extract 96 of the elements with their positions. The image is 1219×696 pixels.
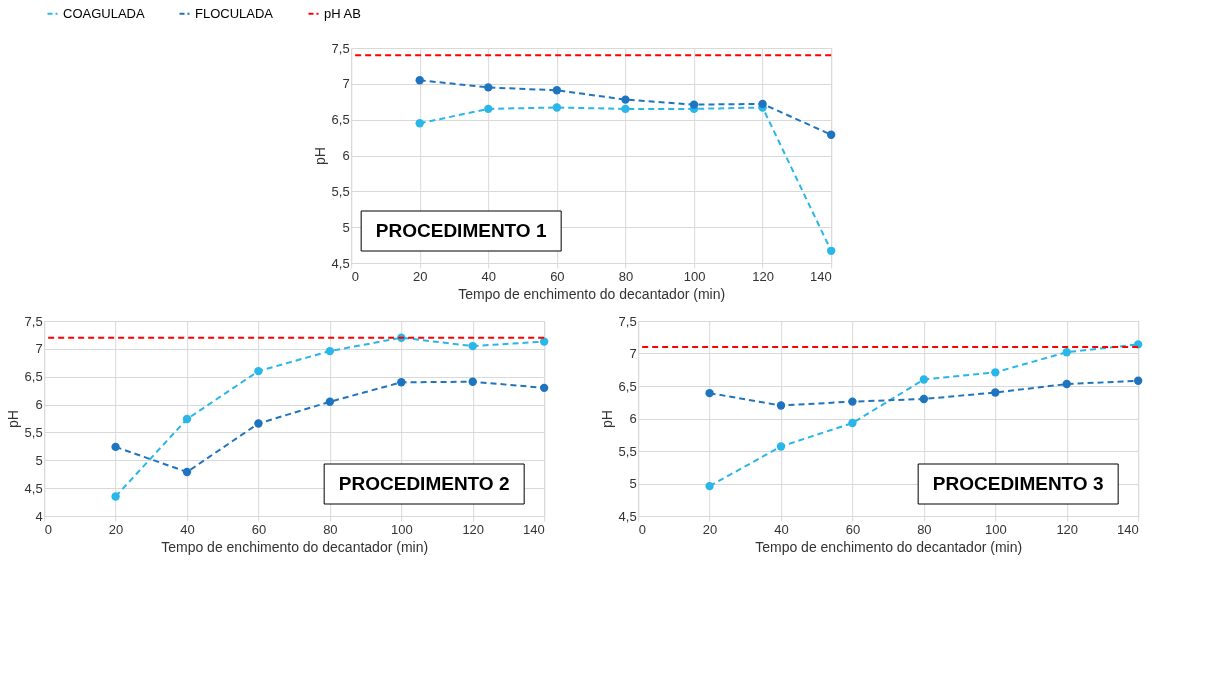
point [415, 76, 424, 85]
point [539, 337, 549, 346]
point [254, 419, 263, 428]
x-tick-label: 20 [702, 521, 718, 537]
x-tick-label: 60 [845, 521, 861, 537]
x-tick-label: 40 [180, 521, 195, 537]
point [705, 481, 714, 491]
annotation: PROCEDIMENTO 1 [375, 220, 547, 241]
point [848, 418, 857, 428]
x-tick-label: 60 [550, 268, 565, 284]
point [111, 442, 120, 452]
legend-label: pH AB [324, 5, 361, 21]
y-tick-label: 6 [35, 397, 43, 413]
y-tick-label: 4 [35, 508, 43, 524]
y-tick-label: 7,5 [331, 40, 350, 56]
point [1133, 376, 1143, 385]
annotation: PROCEDIMENTO 3 [932, 473, 1104, 494]
point [991, 368, 1000, 377]
point [919, 394, 929, 404]
y-axis-title: pH [4, 410, 21, 428]
x-axis-title: Tempo de enchimento do decantador (min) [755, 538, 1023, 555]
y-tick-label: 7,5 [618, 313, 637, 329]
x-tick-label: 120 [1056, 521, 1079, 537]
point [776, 442, 786, 451]
point [826, 246, 836, 255]
y-tick-label: 4,5 [24, 480, 43, 496]
x-tick-label: 0 [351, 268, 359, 284]
x-tick-label: 80 [323, 521, 338, 537]
x-tick-label: 80 [618, 268, 634, 284]
point [468, 341, 477, 351]
annotation: PROCEDIMENTO 2 [338, 473, 510, 494]
y-tick-label: 5,5 [24, 424, 43, 440]
y-tick-label: 6,5 [331, 112, 350, 128]
point [991, 388, 1000, 397]
y-tick-label: 6,5 [618, 378, 637, 394]
y-axis-title: pH [311, 147, 328, 165]
x-axis-title: Tempo de enchimento do decantador (min) [161, 538, 429, 555]
x-tick-label: 140 [809, 268, 832, 284]
y-tick-label: 7 [35, 341, 43, 357]
x-tick-label: 60 [251, 521, 267, 537]
x-tick-label: 20 [413, 268, 428, 284]
y-tick-label: 7 [342, 76, 350, 92]
point [776, 401, 786, 410]
point [826, 130, 836, 139]
point [621, 95, 630, 104]
y-tick-label: 5 [342, 219, 350, 235]
x-tick-label: 0 [638, 521, 646, 537]
point [254, 366, 263, 376]
point [182, 467, 192, 477]
point [539, 383, 549, 393]
point [468, 377, 477, 386]
point [848, 397, 857, 406]
y-axis-title: pH [598, 410, 615, 428]
x-tick-label: 40 [774, 521, 789, 537]
x-axis-title: Tempo de enchimento do decantador (min) [458, 285, 726, 302]
x-tick-label: 120 [752, 268, 774, 284]
point [325, 397, 335, 406]
point [415, 119, 424, 128]
x-tick-label: 120 [462, 521, 485, 537]
x-tick-label: 100 [390, 521, 413, 537]
y-tick-label: 7,5 [24, 313, 43, 329]
x-tick-label: 140 [522, 521, 545, 537]
y-tick-label: 4,5 [331, 255, 350, 271]
point [758, 99, 767, 109]
x-tick-label: 80 [917, 521, 932, 537]
point [182, 414, 192, 424]
point [552, 103, 562, 112]
y-tick-label: 5,5 [331, 183, 350, 199]
point [325, 346, 335, 356]
point [397, 378, 406, 387]
y-tick-label: 6 [342, 148, 350, 163]
x-tick-label: 0 [44, 521, 52, 537]
y-tick-label: 7 [629, 346, 637, 361]
legend-label: COAGULADA [63, 5, 145, 21]
point [705, 388, 714, 398]
y-tick-label: 5 [629, 476, 637, 491]
x-tick-label: 140 [1116, 521, 1139, 537]
y-tick-label: 4,5 [618, 508, 637, 524]
y-tick-label: 6,5 [24, 369, 43, 385]
point [689, 100, 699, 109]
point [111, 492, 120, 501]
point [919, 375, 929, 384]
point [552, 86, 562, 95]
y-tick-label: 5 [35, 452, 43, 468]
point [484, 104, 493, 114]
point [484, 83, 493, 92]
point [621, 104, 630, 114]
point [1062, 348, 1071, 357]
x-tick-label: 100 [984, 521, 1007, 537]
y-tick-label: 5,5 [618, 443, 637, 459]
x-tick-label: 20 [108, 521, 124, 537]
point [1062, 379, 1071, 389]
y-tick-label: 6 [629, 411, 637, 426]
x-tick-label: 100 [683, 268, 706, 284]
legend-label: FLOCULADA [195, 5, 274, 21]
x-tick-label: 40 [481, 268, 497, 284]
